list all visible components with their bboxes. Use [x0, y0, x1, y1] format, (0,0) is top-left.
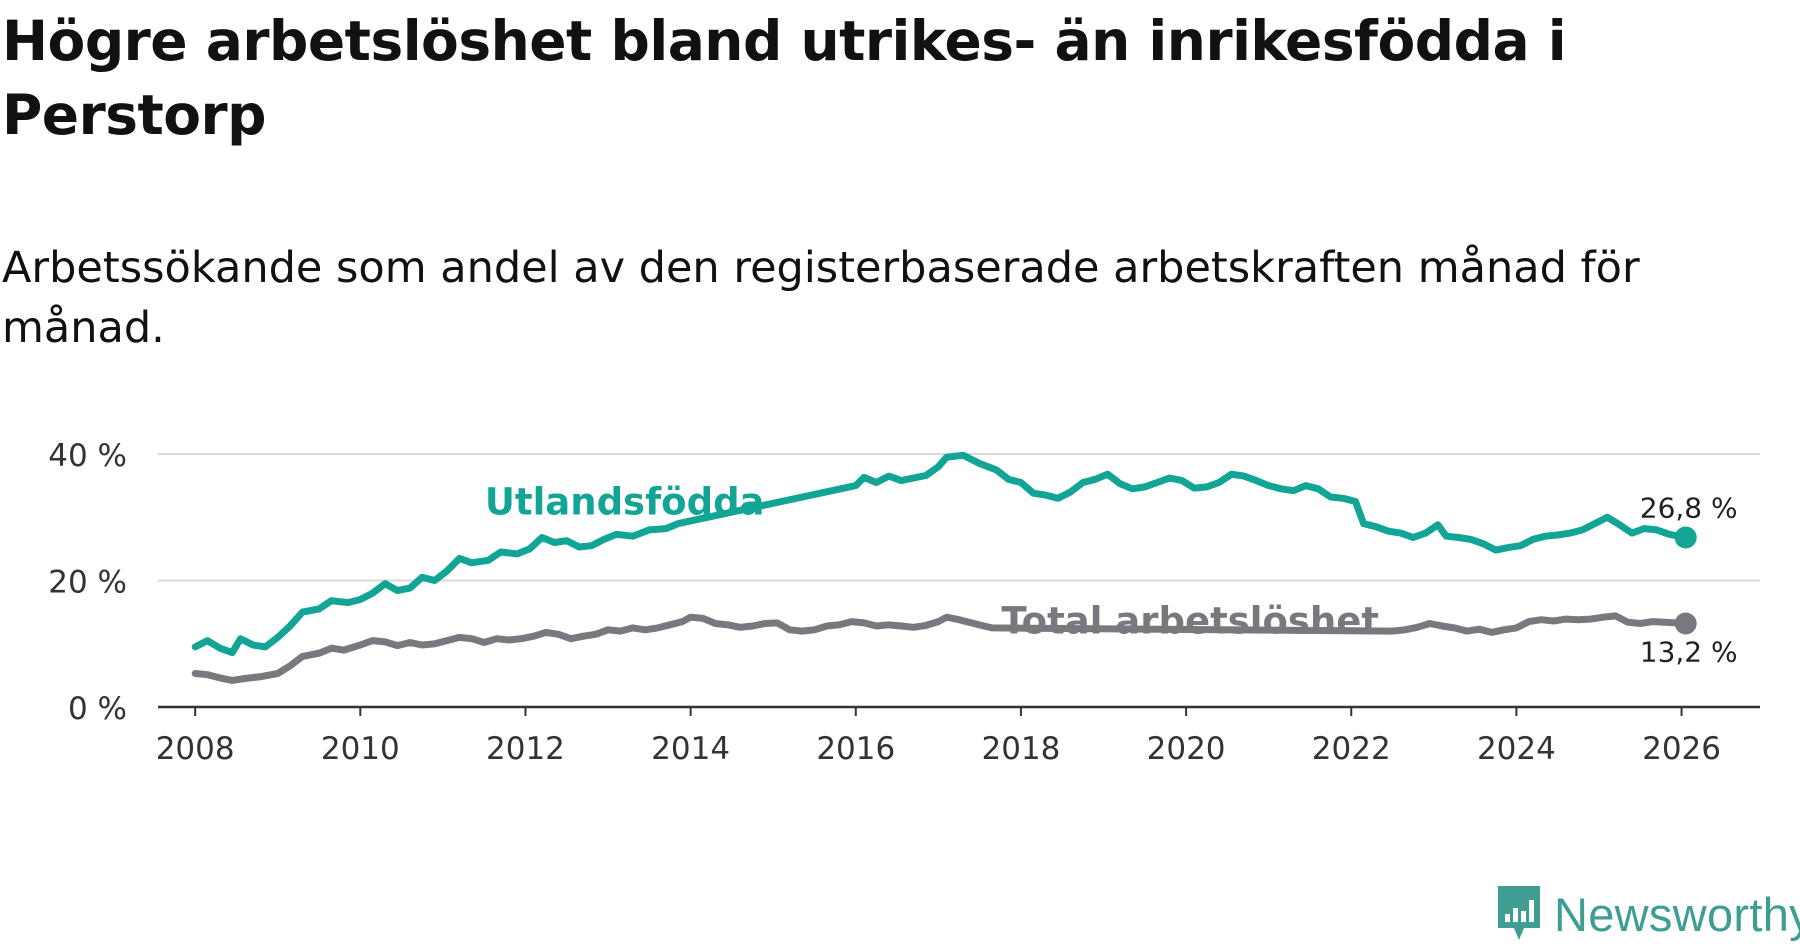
y-tick-label: 40 %: [48, 438, 127, 474]
y-tick-label: 20 %: [48, 565, 127, 601]
series-lines: [191, 451, 1697, 684]
y-tick-label: 0 %: [68, 691, 127, 727]
x-tick-label: 2020: [1147, 731, 1226, 767]
bar-chart-bubble-icon: [1498, 886, 1540, 940]
x-tick-label: 2012: [486, 731, 565, 767]
x-tick-label: 2008: [156, 731, 235, 767]
chart-subtitle: Arbetssökande som andel av den registerb…: [2, 243, 1640, 354]
series-label-total: Total arbetslöshet: [1001, 600, 1379, 643]
x-tick-label: 2016: [816, 731, 895, 767]
brand-name: Newsworthy: [1554, 887, 1800, 941]
series-line-utlandsfodda: [191, 451, 1690, 657]
x-tick-label: 2014: [651, 731, 730, 767]
end-point-utlandsfodda: [1674, 526, 1697, 549]
chart-title: Högre arbetslöshet bland utrikes- än inr…: [2, 9, 1567, 148]
x-tick-label: 2018: [981, 731, 1060, 767]
x-tick-label: 2024: [1477, 731, 1556, 767]
x-tick-label: 2022: [1312, 731, 1391, 767]
end-label-total: 13,2 %: [1640, 636, 1738, 669]
x-tick-label: 2010: [321, 731, 400, 767]
end-point-total-arbetsloshet: [1674, 612, 1697, 635]
series-labels: Utlandsfödda Total arbetslöshet 26,8 % 13,2…: [485, 481, 1738, 669]
brand-logo: Newsworthy: [1494, 884, 1800, 944]
line-chart: 0 % 20 % 40 % 2008 2010 2012 2014 2016 2018 2020 2…: [48, 438, 1760, 767]
end-label-utlandsfodda: 26,8 %: [1640, 491, 1738, 524]
x-tick-label: 2026: [1642, 731, 1721, 767]
axes: 0 % 20 % 40 % 2008 2010 2012 2014 2016 2018 2020 2…: [48, 438, 1760, 767]
series-label-utlandsfodda: Utlandsfödda: [485, 481, 765, 524]
grid-lines: [158, 453, 1760, 582]
series-line-total-arbetsloshet: [191, 612, 1690, 684]
